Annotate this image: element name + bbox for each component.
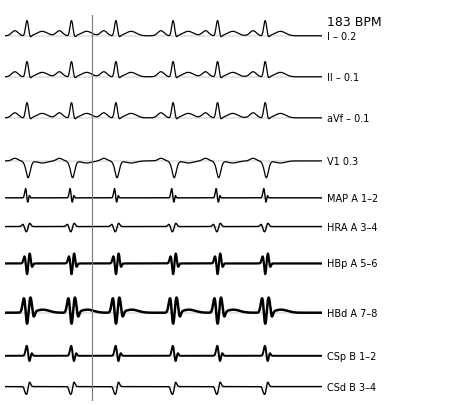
Text: I – 0.2: I – 0.2 [327, 32, 356, 42]
Text: HRA A 3–4: HRA A 3–4 [327, 222, 378, 232]
Text: CSd B 3–4: CSd B 3–4 [327, 382, 376, 392]
Text: aVf – 0.1: aVf – 0.1 [327, 113, 369, 124]
Text: V1 0.3: V1 0.3 [327, 156, 358, 166]
Text: CSp B 1–2: CSp B 1–2 [327, 351, 376, 361]
Text: MAP A 1–2: MAP A 1–2 [327, 193, 378, 203]
Text: II – 0.1: II – 0.1 [327, 72, 359, 83]
Text: HBp A 5–6: HBp A 5–6 [327, 259, 378, 269]
Text: 183 BPM: 183 BPM [327, 16, 382, 29]
Text: HBd A 7–8: HBd A 7–8 [327, 308, 377, 318]
